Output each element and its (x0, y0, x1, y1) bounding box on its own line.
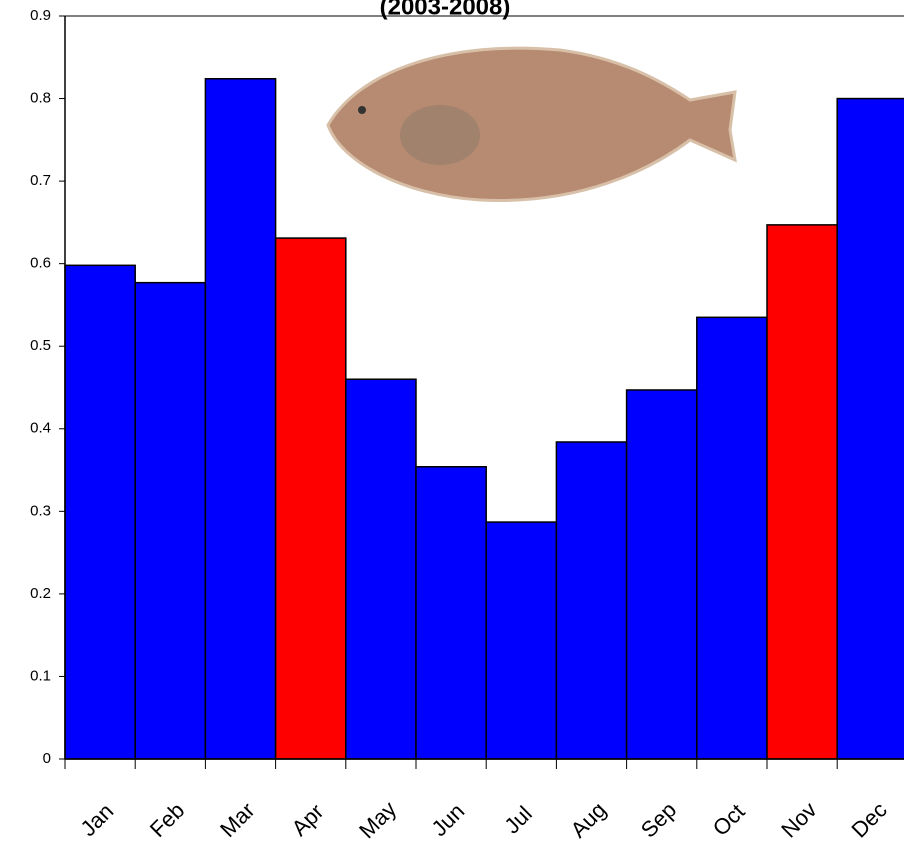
bar (274, 237, 347, 760)
y-tick-label: 0.3 (30, 502, 51, 519)
bar (485, 521, 558, 760)
x-tick-label: Feb (145, 798, 189, 842)
bar (204, 77, 277, 760)
fish-illustration (326, 46, 737, 202)
x-tick-label: Oct (708, 799, 750, 841)
y-tick-label: 0.2 (30, 585, 51, 602)
x-tick-label: Jul (499, 801, 537, 839)
y-tick-label: 0.9 (30, 7, 51, 24)
y-tick-label: 0.5 (30, 337, 51, 354)
y-tick-label: 0.4 (30, 420, 51, 437)
bar (345, 378, 417, 760)
x-tick-label: Sep (636, 797, 681, 842)
bar (836, 97, 904, 760)
bar (625, 389, 698, 760)
fish-eye (358, 106, 366, 114)
y-tick-label: 0 (43, 750, 51, 767)
x-tick-label: Aug (566, 797, 611, 842)
y-tick-label: 0.6 (30, 255, 51, 272)
fish-spot (400, 105, 480, 165)
x-tick-label: Jun (427, 798, 470, 841)
chart-title: (2003-2008) (380, 0, 511, 20)
fish-body (326, 46, 737, 202)
bar (134, 281, 207, 760)
bar (696, 316, 768, 760)
x-tick-label: Dec (846, 797, 891, 842)
y-tick-label: 0.7 (30, 172, 51, 189)
x-tick-label: Mar (215, 798, 259, 842)
bar (415, 466, 487, 760)
bar (64, 264, 136, 760)
bar (555, 441, 628, 760)
x-tick-label: Jan (76, 798, 119, 841)
x-tick-label: Apr (287, 799, 329, 841)
y-tick-label: 0.8 (30, 90, 51, 107)
x-tick-label: May (354, 796, 401, 843)
y-tick-label: 0.1 (30, 667, 51, 684)
bar (766, 224, 838, 760)
x-tick-label: Nov (776, 797, 821, 842)
